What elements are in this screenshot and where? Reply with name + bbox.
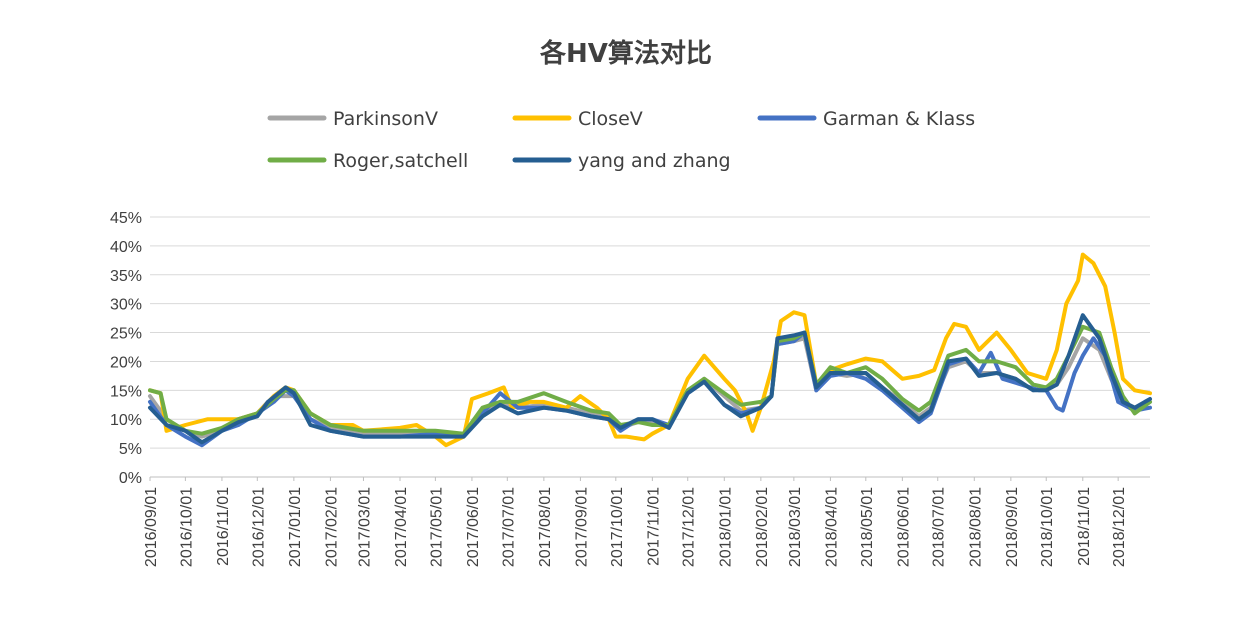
x-tick-label: 2017/10/01 xyxy=(609,487,626,567)
x-tick-label: 2016/11/01 xyxy=(215,487,232,566)
series-line-yang-and-zhang xyxy=(148,313,1152,445)
x-tick-label: 2018/06/01 xyxy=(895,487,912,567)
legend-label: CloseV xyxy=(578,108,643,130)
series-line-closev xyxy=(148,252,1152,448)
x-tick-label: 2018/04/01 xyxy=(823,487,840,567)
x-tick-label: 2016/09/01 xyxy=(143,487,160,567)
x-tick-label: 2018/03/01 xyxy=(787,487,804,567)
y-tick-label: 35% xyxy=(110,268,142,285)
y-tick-label: 10% xyxy=(110,412,142,429)
x-tick-label: 2018/01/01 xyxy=(717,487,734,567)
y-axis-ticks: 0% 5% 10% 15% 20% 25% 30% 35% 40% 45% xyxy=(110,210,142,487)
chart-legend: ParkinsonV CloseV Garman & Klass Roger,satc… xyxy=(267,108,975,172)
series-lines xyxy=(148,252,1152,448)
x-tick-label: 2017/11/01 xyxy=(645,487,662,566)
y-tick-label: 0% xyxy=(119,470,142,487)
y-tick-label: 40% xyxy=(110,239,142,256)
x-tick-label: 2017/09/01 xyxy=(573,487,590,567)
x-axis-ticks: 2016/09/01 2016/10/01 2016/11/01 2016/12/01… xyxy=(143,477,1128,567)
legend-item: Roger,satchell xyxy=(267,150,468,172)
x-tick-label: 2017/03/01 xyxy=(356,487,373,567)
x-tick-label: 2016/12/01 xyxy=(250,487,267,567)
legend-item: CloseV xyxy=(512,108,643,130)
y-tick-label: 15% xyxy=(110,383,142,400)
y-tick-label: 30% xyxy=(110,297,142,314)
series-line-parkinsonv xyxy=(148,336,1152,439)
x-tick-label: 2018/09/01 xyxy=(1004,487,1021,567)
legend-item: Garman & Klass xyxy=(757,108,975,130)
x-tick-label: 2018/05/01 xyxy=(859,487,876,567)
x-tick-label: 2017/06/01 xyxy=(465,487,482,567)
x-tick-label: 2018/10/01 xyxy=(1039,487,1056,567)
legend-item: ParkinsonV xyxy=(267,108,438,130)
legend-label: Garman & Klass xyxy=(823,108,975,130)
y-gridlines xyxy=(150,216,1150,478)
x-tick-label: 2017/05/01 xyxy=(428,487,445,567)
chart-title: 各HV算法对比 xyxy=(539,38,712,69)
legend-label: Roger,satchell xyxy=(333,150,468,172)
x-tick-label: 2016/10/01 xyxy=(178,487,195,567)
x-tick-label: 2017/02/01 xyxy=(323,487,340,567)
y-tick-label: 5% xyxy=(119,441,142,458)
x-tick-label: 2017/08/01 xyxy=(537,487,554,567)
x-tick-label: 2017/12/01 xyxy=(681,487,698,567)
y-tick-label: 45% xyxy=(110,210,142,227)
x-tick-label: 2018/08/01 xyxy=(967,487,984,567)
x-tick-label: 2017/01/01 xyxy=(287,487,304,567)
legend-label: ParkinsonV xyxy=(333,108,438,130)
series-line-garman-klass xyxy=(148,330,1152,448)
x-tick-label: 2018/12/01 xyxy=(1111,487,1128,567)
legend-label: yang and zhang xyxy=(578,150,731,172)
x-tick-label: 2018/02/01 xyxy=(754,487,771,567)
legend-item: yang and zhang xyxy=(512,150,731,172)
y-tick-label: 20% xyxy=(110,354,142,371)
y-tick-label: 25% xyxy=(110,326,142,343)
x-tick-label: 2018/11/01 xyxy=(1076,487,1093,566)
x-tick-label: 2018/07/01 xyxy=(931,487,948,567)
x-tick-label: 2017/07/01 xyxy=(500,487,517,567)
x-tick-label: 2017/04/01 xyxy=(393,487,410,567)
